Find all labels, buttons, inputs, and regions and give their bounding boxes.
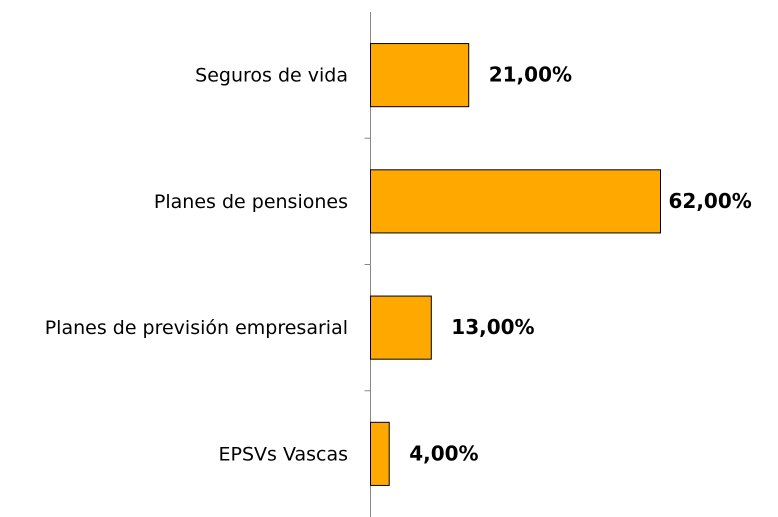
bar: [370, 169, 661, 234]
category-label: Planes de pensiones: [154, 191, 348, 213]
category-label: Seguros de vida: [195, 65, 348, 87]
category-label: Planes de previsión empresarial: [45, 317, 348, 339]
value-label: 4,00%: [409, 441, 478, 465]
value-label: 62,00%: [669, 189, 752, 213]
bar: [370, 295, 432, 360]
bar: [370, 421, 390, 486]
value-label: 13,00%: [451, 315, 534, 339]
category-label: EPSVs Vascas: [218, 443, 348, 465]
bar: [370, 43, 470, 108]
value-label: 21,00%: [489, 63, 572, 87]
